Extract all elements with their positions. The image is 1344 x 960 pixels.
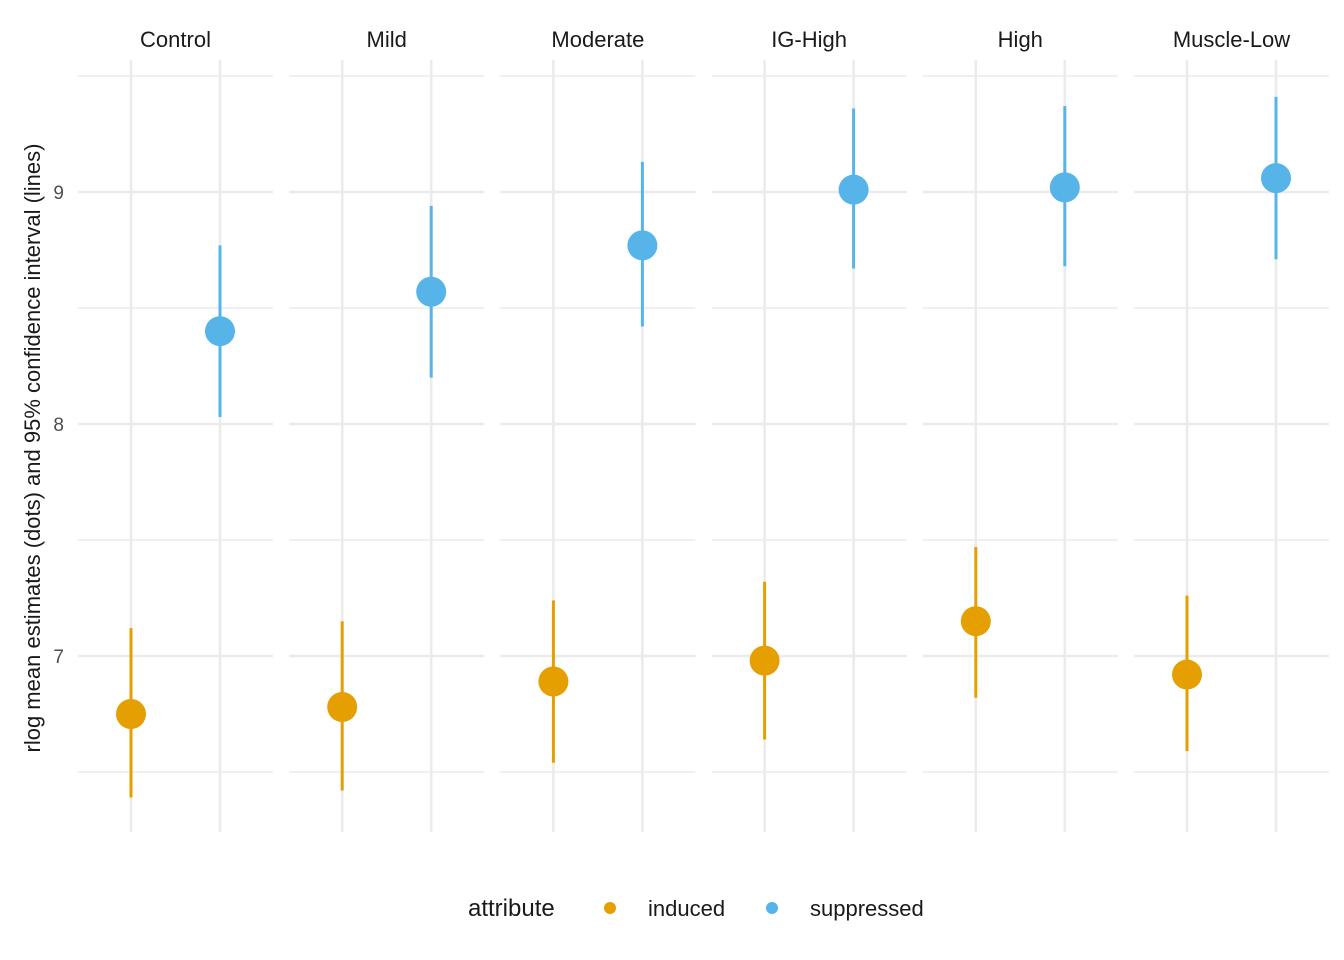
grid-layer (78, 60, 1329, 832)
facet-labels: Control Mild Moderate IG-High High Muscle-Low (140, 27, 1290, 52)
facet-label: High (998, 27, 1043, 52)
legend-key-induced (604, 902, 616, 914)
point-induced (116, 699, 146, 729)
point-induced (960, 606, 991, 637)
y-tick-label: 7 (53, 647, 64, 668)
legend-label-suppressed: suppressed (810, 896, 924, 921)
legend-key-suppressed (766, 902, 778, 914)
facet-label: Mild (367, 27, 407, 52)
point-suppressed (205, 316, 235, 347)
facet-label: Moderate (551, 27, 644, 52)
legend-title: attribute (468, 895, 555, 922)
legend: attribute induced suppressed (468, 895, 924, 922)
point-suppressed (838, 174, 869, 205)
facet-label: IG-High (771, 27, 847, 52)
facet-label: Control (140, 27, 211, 52)
y-tick-label: 9 (53, 183, 64, 204)
point-induced (538, 666, 569, 697)
y-axis-ticks: 7 8 9 (53, 183, 64, 668)
point-suppressed (416, 276, 447, 307)
y-axis-title: rlog mean estimates (dots) and 95% confi… (20, 144, 45, 753)
point-suppressed (1261, 163, 1291, 194)
point-induced (749, 645, 780, 676)
point-suppressed (1049, 172, 1080, 203)
y-tick-label: 8 (53, 415, 64, 436)
point-suppressed (627, 230, 658, 261)
point-induced (1172, 659, 1202, 690)
facet-label: Muscle-Low (1173, 27, 1290, 52)
legend-label-induced: induced (648, 896, 725, 921)
data-marks (116, 96, 1291, 798)
point-induced (327, 692, 358, 723)
